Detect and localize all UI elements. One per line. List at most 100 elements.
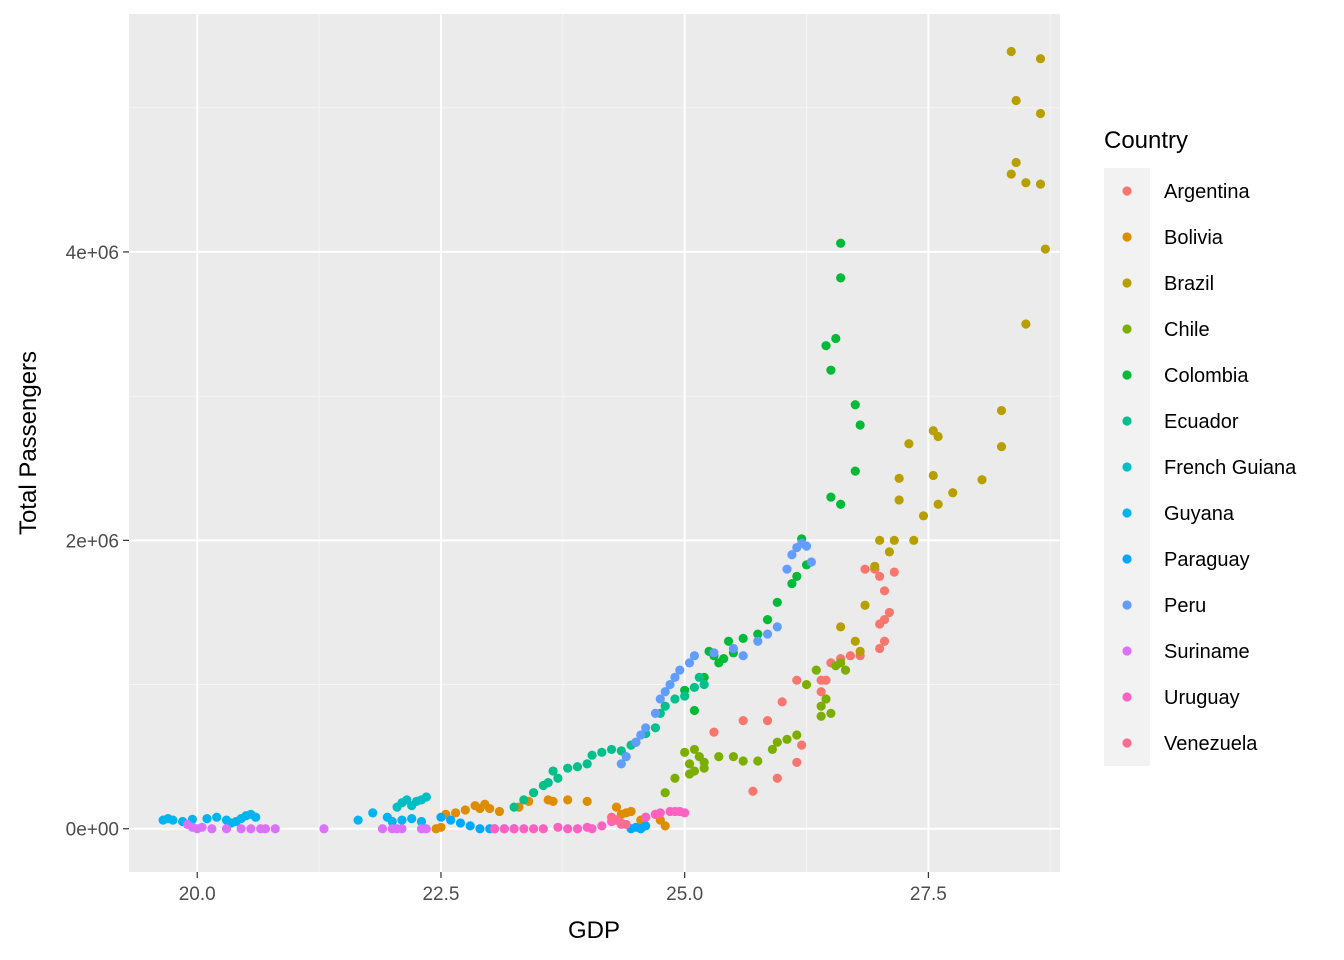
point-paraguay [455, 818, 466, 828]
point-colombia [719, 653, 729, 664]
point-brazil [875, 535, 885, 545]
point-brazil [894, 473, 904, 483]
point-brazil [1021, 319, 1031, 329]
point-peru [684, 658, 695, 668]
x-tick-label: 25.0 [666, 884, 703, 905]
legend-title: Country [1104, 127, 1188, 154]
point-bolivia [563, 795, 573, 805]
x-axis-title: GDP [568, 917, 620, 944]
point-ecuador [563, 763, 573, 773]
point-brazil [884, 547, 894, 557]
point-uruguay [597, 821, 607, 831]
point-peru [675, 665, 685, 675]
point-brazil [948, 488, 958, 498]
point-paraguay [465, 821, 475, 831]
point-brazil [1006, 169, 1016, 179]
point-ecuador [660, 701, 670, 711]
legend-label-ecuador: Ecuador [1164, 411, 1239, 433]
point-colombia [850, 400, 860, 410]
point-bolivia [485, 803, 495, 814]
point-uruguay [680, 808, 690, 818]
legend-label-chile: Chile [1164, 319, 1210, 341]
point-chile [689, 744, 700, 755]
point-brazil [933, 499, 943, 509]
point-suriname [221, 824, 232, 834]
point-ecuador [548, 766, 558, 776]
point-peru [772, 622, 782, 632]
point-argentina [879, 586, 890, 596]
y-tick-label: 4e+06 [66, 243, 119, 264]
point-brazil [1035, 108, 1046, 119]
point-brazil [996, 442, 1007, 452]
point-guyana [368, 808, 378, 818]
point-chile [792, 730, 802, 740]
point-brazil [1006, 46, 1016, 57]
point-uruguay [499, 824, 509, 834]
point-colombia [762, 615, 773, 625]
point-brazil [1040, 244, 1050, 254]
point-argentina [821, 675, 831, 685]
point-chile [728, 752, 739, 762]
point-peru [801, 541, 812, 551]
point-brazil [1035, 179, 1046, 189]
point-uruguay [641, 812, 651, 822]
point-chile [816, 711, 826, 721]
point-argentina [879, 615, 890, 625]
legend-key-colombia [1122, 370, 1132, 380]
point-colombia [821, 341, 831, 351]
legend-key-suriname [1122, 646, 1132, 656]
point-argentina [884, 607, 894, 618]
legend-items: Argentina Bolivia Brazil Chile Colombia Ecuad… [1122, 181, 1297, 755]
point-suriname [270, 824, 280, 834]
point-peru [787, 550, 797, 560]
legend-label-bolivia: Bolivia [1164, 227, 1224, 249]
point-chile [782, 734, 792, 744]
x-tick-label: 27.5 [910, 884, 947, 905]
point-colombia [772, 597, 782, 607]
point-colombia [836, 499, 846, 509]
y-axis-ticks: 0e+00 2e+06 4e+06 [66, 243, 129, 841]
point-french-guiana [421, 792, 431, 802]
point-argentina [762, 715, 773, 726]
x-tick-label: 22.5 [422, 884, 459, 905]
point-ecuador [597, 747, 607, 757]
point-bolivia [582, 796, 592, 806]
point-suriname [197, 822, 207, 832]
point-bolivia [460, 805, 470, 815]
point-brazil [855, 646, 865, 656]
legend-label-french-guiana: French Guiana [1164, 457, 1297, 479]
point-uruguay [572, 824, 583, 834]
point-brazil [918, 511, 929, 521]
point-suriname [207, 824, 217, 834]
point-chile [684, 759, 695, 769]
point-peru [655, 694, 665, 704]
point-argentina [797, 740, 807, 750]
point-suriname [397, 824, 407, 834]
point-brazil [977, 475, 987, 485]
point-brazil [889, 535, 899, 545]
legend-label-venezuela: Venezuela [1164, 733, 1258, 755]
legend-key-guyana [1122, 508, 1132, 518]
point-bolivia [436, 822, 446, 832]
point-peru [621, 752, 631, 762]
point-peru [762, 629, 773, 639]
legend-key-uruguay [1122, 692, 1132, 702]
point-guyana [212, 812, 222, 822]
point-guyana [387, 816, 397, 827]
point-paraguay [436, 812, 446, 822]
point-chile [670, 773, 680, 783]
point-peru [709, 648, 719, 658]
point-paraguay [475, 824, 485, 834]
point-uruguay [587, 824, 597, 834]
point-guyana [251, 812, 261, 822]
point-colombia [826, 492, 836, 502]
point-brazil [870, 561, 880, 571]
legend-label-peru: Peru [1164, 595, 1206, 617]
point-chile [836, 658, 846, 668]
data-points [158, 46, 1050, 834]
point-colombia [689, 705, 700, 716]
point-chile [811, 665, 821, 675]
legend-key-chile [1122, 324, 1132, 334]
legend-label-guyana: Guyana [1164, 503, 1235, 525]
x-axis-ticks: 20.0 22.5 25.0 27.5 [179, 872, 947, 905]
